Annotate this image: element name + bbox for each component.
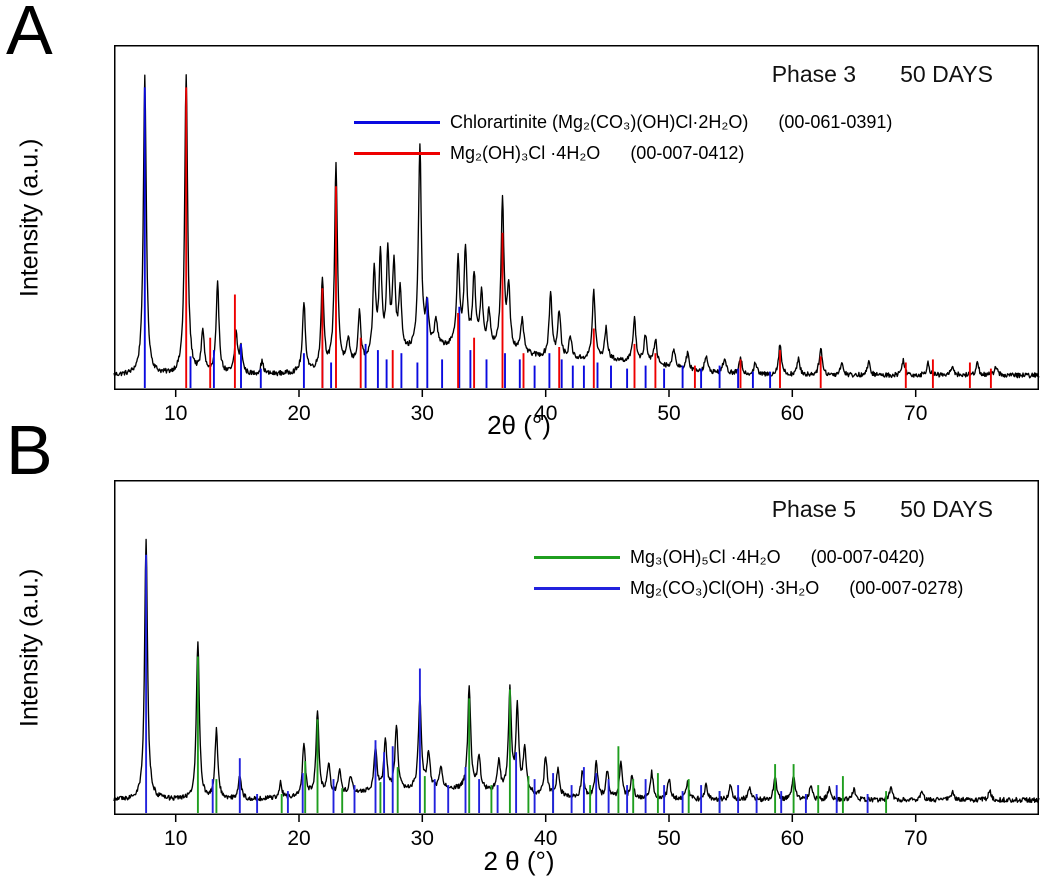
legend-item: Mg₂(CO₃)Cl(OH) ·3H₂O (00-007-0278) bbox=[534, 573, 963, 604]
legend-label: Mg₂(CO₃)Cl(OH) ·3H₂O bbox=[630, 578, 820, 598]
panel-a-label: A bbox=[6, 0, 53, 69]
x-tick-label: 50 bbox=[657, 402, 680, 425]
phase-label: Phase 5 bbox=[771, 496, 857, 522]
legend-item: Chlorartinite (Mg₂(CO₃)(OH)Cl·2H₂O) (00-… bbox=[354, 107, 892, 138]
panel-b-legend: Mg₃(OH)₅Cl ·4H₂O (00-007-0420) Mg₂(CO₃)C… bbox=[534, 542, 963, 604]
legend-line-swatch bbox=[354, 152, 440, 155]
x-tick-label: 10 bbox=[164, 402, 187, 425]
panel-a-x-axis-label: 2θ (°) bbox=[487, 410, 551, 440]
panel-b-title: Phase 5 50 DAYS bbox=[772, 496, 993, 523]
panel-a-y-axis-label: Intensity (a.u.) bbox=[15, 138, 44, 297]
legend-reference-code: (00-007-0412) bbox=[630, 143, 745, 163]
panel-b-plot: 10 20 30 40 50 60 70 Phase 5 50 DAYS Mg₃(OH)₅C… bbox=[113, 480, 1040, 850]
x-tick-label: 20 bbox=[287, 827, 310, 850]
panel-b-x-axis-label: 2 θ (°) bbox=[483, 846, 555, 876]
x-tick-label: 20 bbox=[287, 402, 310, 425]
x-tick-label: 40 bbox=[534, 402, 557, 425]
plot-border bbox=[114, 45, 1039, 390]
legend-line-swatch bbox=[354, 121, 440, 124]
legend-item: Mg₂(OH)₃Cl ·4H₂O (00-007-0412) bbox=[354, 138, 892, 169]
legend-line-swatch bbox=[534, 556, 620, 559]
legend-item: Mg₃(OH)₅Cl ·4H₂O (00-007-0420) bbox=[534, 542, 963, 573]
legend-reference-code: (00-061-0391) bbox=[778, 112, 893, 132]
panel-b-label: B bbox=[6, 411, 53, 489]
duration-label: 50 DAYS bbox=[900, 61, 993, 87]
x-tick-label: 50 bbox=[657, 827, 680, 850]
legend-reference-code: (00-007-0420) bbox=[810, 547, 925, 567]
panel-a-legend: Chlorartinite (Mg₂(CO₃)(OH)Cl·2H₂O) (00-… bbox=[354, 107, 892, 169]
xrd-trace bbox=[113, 538, 1040, 803]
panel-a-title: Phase 3 50 DAYS bbox=[772, 61, 993, 88]
x-tick-label: 10 bbox=[164, 827, 187, 850]
legend-label: Mg₂(OH)₃Cl ·4H₂O bbox=[450, 143, 601, 163]
x-tick-label: 70 bbox=[904, 827, 927, 850]
x-tick-label: 40 bbox=[534, 827, 557, 850]
x-tick-label: 60 bbox=[781, 827, 804, 850]
legend-label: Mg₃(OH)₅Cl ·4H₂O bbox=[630, 547, 781, 567]
x-tick-label: 30 bbox=[411, 402, 434, 425]
x-tick-label: 60 bbox=[781, 402, 804, 425]
phase-label: Phase 3 bbox=[771, 61, 857, 87]
legend-reference-code: (00-007-0278) bbox=[849, 578, 964, 598]
plot-border bbox=[114, 480, 1039, 815]
legend-label: Chlorartinite (Mg₂(CO₃)(OH)Cl·2H₂O) bbox=[450, 112, 749, 132]
legend-line-swatch bbox=[534, 587, 620, 590]
duration-label: 50 DAYS bbox=[900, 496, 993, 522]
x-tick-label: 70 bbox=[904, 402, 927, 425]
x-tick-label: 30 bbox=[411, 827, 434, 850]
xrd-chart-b: 10 20 30 40 50 60 70 bbox=[113, 480, 1040, 850]
xrd-trace bbox=[113, 74, 1040, 379]
panel-b-y-axis-label: Intensity (a.u.) bbox=[15, 568, 44, 727]
xrd-chart-a: 10 20 30 40 50 60 70 bbox=[113, 45, 1040, 425]
panel-a-plot: 10 20 30 40 50 60 70 Phase 3 50 DAYS Chlorarti… bbox=[113, 45, 1040, 425]
